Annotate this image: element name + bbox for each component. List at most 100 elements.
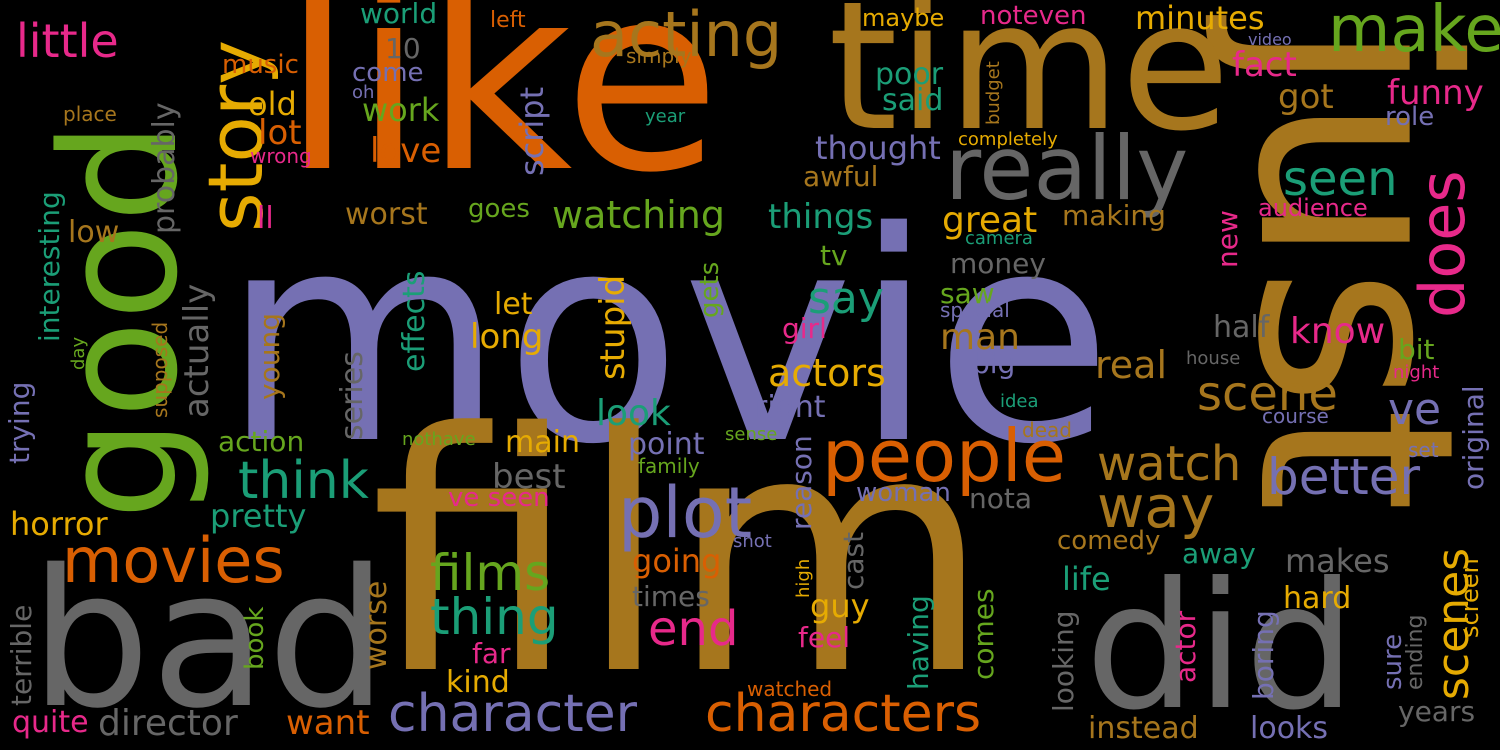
- word-tv: tv: [820, 239, 848, 272]
- word-saw: saw: [940, 277, 995, 310]
- word-films: films: [430, 544, 551, 602]
- word-guy: guy: [810, 587, 870, 625]
- word-camera: camera: [965, 228, 1033, 249]
- word-bit: bit: [1398, 333, 1435, 366]
- word-watch: watch: [1097, 436, 1242, 492]
- word-look: look: [596, 393, 671, 434]
- word-right: right: [755, 390, 826, 425]
- word-watching: watching: [552, 193, 726, 237]
- word-years: years: [1398, 695, 1476, 728]
- word-way: way: [1097, 473, 1215, 541]
- word-action: action: [218, 425, 305, 458]
- word-set: set: [1408, 438, 1439, 462]
- word-instead: instead: [1088, 711, 1199, 746]
- word-new: new: [1211, 210, 1244, 268]
- word-stupid: stupid: [593, 274, 633, 380]
- word-worse: worse: [359, 580, 394, 670]
- word-effects: effects: [397, 270, 432, 372]
- word-film: film: [370, 363, 992, 747]
- word-year: year: [645, 106, 686, 127]
- word-shot: shot: [733, 531, 772, 552]
- word-girl: girl: [782, 312, 827, 345]
- word-really: really: [945, 117, 1189, 220]
- word-trying: trying: [3, 381, 36, 464]
- word-like: like: [282, 0, 721, 229]
- word-hard: hard: [1283, 581, 1352, 616]
- word-point: point: [628, 427, 705, 462]
- word-idea: idea: [1000, 391, 1039, 412]
- word-actors: actors: [768, 351, 886, 395]
- word-characters: characters: [705, 684, 982, 744]
- word-plot: plot: [618, 472, 753, 554]
- word-budget: budget: [983, 61, 1004, 125]
- word-house: house: [1186, 348, 1241, 369]
- word-completely: completely: [958, 129, 1058, 150]
- word-day: day: [68, 336, 89, 370]
- word-ve: ve: [1388, 384, 1442, 435]
- word-fact: fact: [1232, 45, 1297, 85]
- word-10: 10: [385, 32, 421, 65]
- word-said: said: [882, 83, 944, 118]
- word-noteven: noteven: [980, 1, 1087, 31]
- word-world: world: [360, 0, 438, 30]
- word-money: money: [950, 247, 1046, 280]
- word-night: night: [1393, 362, 1440, 383]
- word-actually: actually: [177, 283, 217, 418]
- word-left: left: [490, 8, 526, 33]
- word-kind: kind: [446, 665, 510, 700]
- word-woman: woman: [856, 478, 951, 508]
- word-long: long: [470, 317, 544, 357]
- word-thought: thought: [815, 129, 941, 167]
- word-say: say: [808, 273, 884, 324]
- word-funny: funny: [1387, 73, 1484, 113]
- word-dead: dead: [1022, 418, 1072, 442]
- word-simply: simply: [626, 44, 692, 68]
- word-character: character: [388, 684, 638, 744]
- word-old: old: [248, 85, 297, 123]
- word-seen: seen: [1283, 151, 1398, 207]
- word-watched: watched: [747, 677, 833, 701]
- word-low: low: [68, 215, 120, 250]
- word-make: make: [1328, 0, 1500, 67]
- word-pretty: pretty: [210, 497, 307, 535]
- word-ending: ending: [1403, 614, 1428, 690]
- word-away: away: [1182, 537, 1256, 570]
- word-scene: scene: [1197, 366, 1338, 422]
- word-awful: awful: [803, 160, 879, 193]
- word-looking: looking: [1047, 610, 1080, 712]
- word-time: time: [828, 0, 1231, 170]
- word-times: times: [632, 580, 710, 613]
- word-end: end: [648, 601, 739, 657]
- word-far: far: [472, 637, 511, 670]
- word-quite: quite: [12, 705, 89, 740]
- word-know: know: [1290, 311, 1386, 352]
- word-movies: movies: [62, 524, 285, 597]
- word-wrong: wrong: [250, 144, 312, 168]
- word-work: work: [362, 91, 440, 129]
- word-comes: comes: [967, 588, 1000, 680]
- word-making: making: [1062, 199, 1166, 232]
- word-nothave: nothave: [402, 429, 476, 450]
- word-main: main: [505, 425, 580, 460]
- word-feel: feel: [798, 621, 851, 654]
- word-poor: poor: [875, 57, 944, 92]
- word-worst: worst: [345, 197, 428, 232]
- word-big: big: [972, 347, 1016, 380]
- word-goes: goes: [468, 194, 530, 224]
- word-come: come: [352, 58, 424, 88]
- word-reason: reason: [785, 435, 818, 530]
- word-ll: ll: [257, 201, 274, 236]
- word-course: course: [1262, 404, 1329, 428]
- word-horror: horror: [10, 505, 108, 543]
- word-young: young: [253, 313, 286, 400]
- word-series: series: [335, 351, 370, 440]
- word-life: life: [1062, 560, 1111, 598]
- word-screen: screen: [1456, 558, 1484, 638]
- word-ve-seen: ve seen: [448, 483, 550, 513]
- word-minutes: minutes: [1135, 0, 1265, 37]
- word-better: better: [1267, 448, 1421, 506]
- word-people: people: [822, 414, 1067, 498]
- word-let: let: [494, 287, 533, 322]
- word-did: did: [1085, 546, 1356, 749]
